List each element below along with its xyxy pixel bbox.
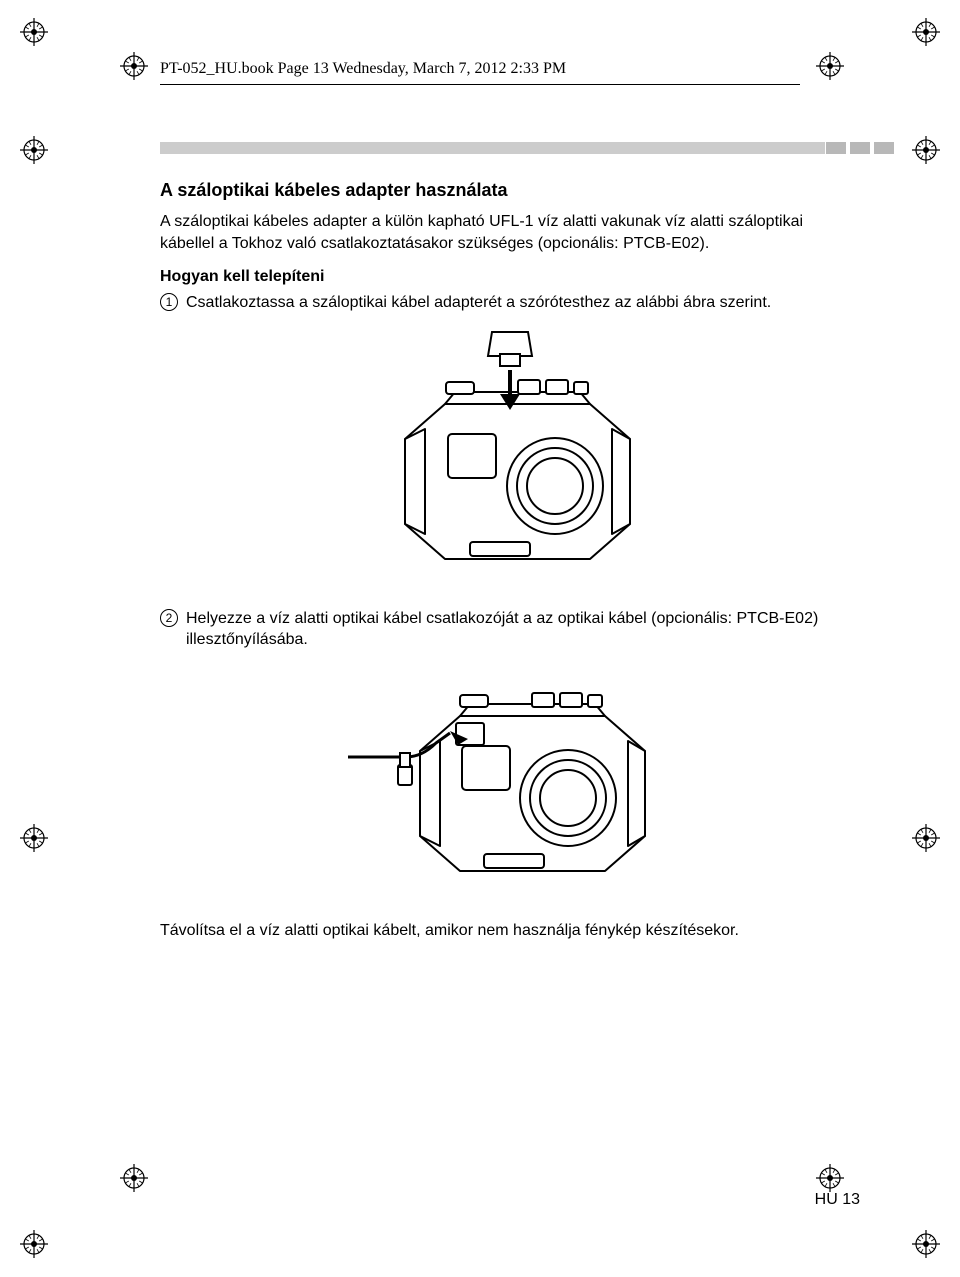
registration-mark-icon xyxy=(912,824,940,852)
registration-mark-icon xyxy=(20,824,48,852)
registration-mark-icon xyxy=(20,136,48,164)
header-rule xyxy=(160,84,800,85)
figure-1 xyxy=(160,324,860,584)
registration-mark-icon xyxy=(816,1164,844,1192)
step-1-number: 1 xyxy=(160,293,178,311)
registration-mark-icon xyxy=(120,52,148,80)
registration-mark-icon xyxy=(912,1230,940,1258)
registration-mark-icon xyxy=(20,18,48,46)
page-header-filename: PT-052_HU.book Page 13 Wednesday, March … xyxy=(160,60,566,78)
registration-mark-icon xyxy=(816,52,844,80)
step-1-text: Csatlakoztassa a száloptikai kábel adapt… xyxy=(186,292,771,314)
registration-mark-icon xyxy=(120,1164,148,1192)
figure-2 xyxy=(160,661,860,896)
registration-mark-icon xyxy=(912,136,940,164)
section-title: A száloptikai kábeles adapter használata xyxy=(160,180,860,201)
step-2: 2 Helyezze a víz alatti optikai kábel cs… xyxy=(160,608,860,651)
footer-note: Távolítsa el a víz alatti optikai kábelt… xyxy=(160,920,860,942)
page-number: HU 13 xyxy=(815,1191,860,1209)
registration-mark-icon xyxy=(20,1230,48,1258)
section-grey-bar xyxy=(160,142,825,154)
content-area: A száloptikai kábeles adapter használata… xyxy=(160,180,860,942)
section-grey-tabs xyxy=(826,142,894,154)
step-2-number: 2 xyxy=(160,609,178,627)
registration-mark-icon xyxy=(912,18,940,46)
step-2-text: Helyezze a víz alatti optikai kábel csat… xyxy=(186,608,860,651)
section-intro: A száloptikai kábeles adapter a külön ka… xyxy=(160,211,860,254)
step-1: 1 Csatlakoztassa a száloptikai kábel ada… xyxy=(160,292,860,314)
sub-heading: Hogyan kell telepíteni xyxy=(160,268,860,286)
